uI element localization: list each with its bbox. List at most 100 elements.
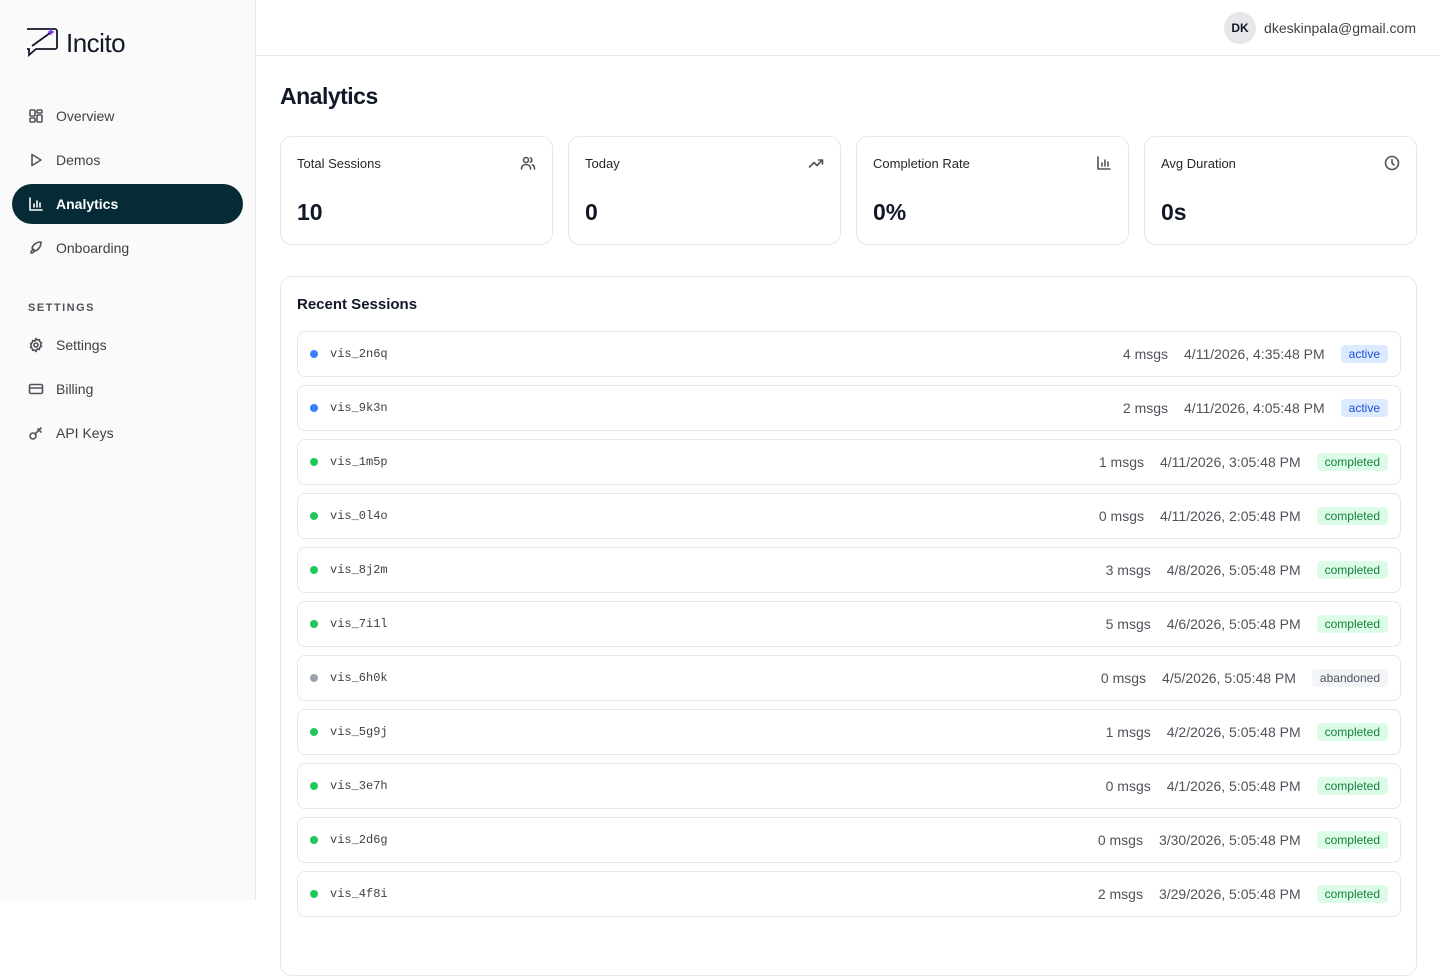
stat-card-avg-duration: Avg Duration 0s (1144, 136, 1417, 245)
status-badge: abandoned (1311, 669, 1388, 687)
session-row[interactable]: vis_5g9j 1 msgs 4/2/2026, 5:05:48 PM comple… (297, 709, 1401, 755)
visitor-id: vis_9k3n (330, 401, 388, 415)
message-count: 0 msgs (1097, 832, 1143, 848)
sidebar-item-label: API Keys (56, 425, 114, 441)
visitor-id: vis_8j2m (330, 563, 388, 577)
grid-icon (28, 108, 44, 124)
session-date: 4/2/2026, 5:05:48 PM (1166, 724, 1301, 740)
sidebar-item-analytics[interactable]: Analytics (12, 184, 243, 224)
session-row[interactable]: vis_6h0k 0 msgs 4/5/2026, 5:05:48 PM abando… (297, 655, 1401, 701)
session-date: 4/6/2026, 5:05:48 PM (1166, 616, 1301, 632)
session-row[interactable]: vis_4f8i 2 msgs 3/29/2026, 5:05:48 PM compl… (297, 871, 1401, 917)
status-dot (310, 728, 318, 736)
bar-chart-icon (28, 196, 44, 212)
main-nav: Overview Demos Analytics Onboarding (12, 96, 243, 272)
visitor-id: vis_4f8i (330, 887, 388, 901)
sidebar-item-demos[interactable]: Demos (12, 140, 243, 180)
stat-value: 0% (873, 199, 907, 225)
message-count: 1 msgs (1105, 724, 1151, 740)
session-row[interactable]: vis_0l4o 0 msgs 4/11/2026, 2:05:48 PM compl… (297, 493, 1401, 539)
visitor-id: vis_5g9j (330, 725, 388, 739)
message-count: 3 msgs (1105, 562, 1151, 578)
stat-value: 0s (1161, 199, 1187, 225)
top-bar: DK dkeskinpala@gmail.com (256, 0, 1440, 56)
session-date: 4/11/2026, 2:05:48 PM (1160, 508, 1301, 524)
sessions-list: vis_2n6q 4 msgs 4/11/2026, 4:35:48 PM activ… (297, 331, 1401, 925)
visitor-id: vis_2d6g (330, 833, 388, 847)
stat-card-completion-rate: Completion Rate 0% (856, 136, 1129, 245)
status-dot (310, 566, 318, 574)
visitor-id: vis_1m5p (330, 455, 388, 469)
message-count: 2 msgs (1097, 886, 1143, 902)
status-badge: completed (1316, 615, 1388, 633)
status-badge: completed (1316, 723, 1388, 741)
visitor-id: vis_2n6q (330, 347, 388, 361)
status-dot (310, 404, 318, 412)
status-badge: completed (1316, 885, 1388, 903)
settings-nav: Settings Billing API Keys (12, 325, 243, 457)
status-badge: completed (1316, 507, 1388, 525)
session-row[interactable]: vis_3e7h 0 msgs 4/1/2026, 5:05:48 PM comple… (297, 763, 1401, 809)
user-email[interactable]: dkeskinpala@gmail.com (1264, 19, 1416, 36)
session-row[interactable]: vis_1m5p 1 msgs 4/11/2026, 3:05:48 PM compl… (297, 439, 1401, 485)
session-date: 4/11/2026, 4:05:48 PM (1184, 400, 1325, 416)
sidebar-item-billing[interactable]: Billing (12, 369, 243, 409)
status-dot (310, 782, 318, 790)
bar-chart-icon (1096, 155, 1112, 171)
session-date: 4/8/2026, 5:05:48 PM (1166, 562, 1301, 578)
key-icon (28, 425, 44, 441)
users-icon (520, 155, 536, 171)
session-date: 4/11/2026, 3:05:48 PM (1160, 454, 1301, 470)
sidebar-item-label: Analytics (56, 196, 119, 212)
message-count: 0 msgs (1105, 778, 1151, 794)
sidebar-item-label: Demos (56, 152, 101, 168)
status-badge: active (1340, 399, 1388, 417)
sidebar-item-label: Onboarding (56, 240, 130, 256)
sidebar-item-overview[interactable]: Overview (12, 96, 243, 136)
stat-label: Today (585, 156, 620, 171)
message-count: 0 msgs (1098, 508, 1144, 524)
sidebar-item-api-keys[interactable]: API Keys (12, 413, 243, 453)
settings-section-label: SETTINGS (28, 302, 96, 314)
recent-sessions-title: Recent Sessions (297, 296, 418, 313)
status-badge: completed (1316, 777, 1388, 795)
status-dot (310, 620, 318, 628)
status-dot (310, 890, 318, 898)
session-row[interactable]: vis_7i1l 5 msgs 4/6/2026, 5:05:48 PM comple… (297, 601, 1401, 647)
visitor-id: vis_0l4o (330, 509, 388, 523)
status-badge: completed (1316, 561, 1388, 579)
avatar[interactable]: DK (1224, 11, 1257, 44)
message-count: 0 msgs (1100, 670, 1147, 686)
clock-icon (1384, 155, 1400, 171)
status-dot (310, 512, 318, 520)
status-badge: completed (1316, 453, 1388, 471)
logo[interactable]: Incito (24, 26, 126, 60)
sidebar-item-label: Settings (56, 337, 107, 353)
stat-label: Total Sessions (297, 156, 381, 171)
gear-icon (28, 337, 44, 353)
sidebar-item-label: Overview (56, 108, 115, 124)
brand-name: Incito (66, 27, 126, 58)
session-date: 4/5/2026, 5:05:48 PM (1162, 670, 1296, 686)
session-row[interactable]: vis_2n6q 4 msgs 4/11/2026, 4:35:48 PM activ… (297, 331, 1401, 377)
session-row[interactable]: vis_9k3n 2 msgs 4/11/2026, 4:05:48 PM activ… (297, 385, 1401, 431)
rocket-icon (28, 240, 44, 256)
session-row[interactable]: vis_2d6g 0 msgs 3/30/2026, 5:05:48 PM compl… (297, 817, 1401, 863)
status-badge: completed (1316, 831, 1388, 849)
logo-icon (27, 28, 58, 57)
session-row[interactable]: vis_8j2m 3 msgs 4/8/2026, 5:05:48 PM comple… (297, 547, 1401, 593)
page-title: Analytics (280, 83, 378, 109)
sidebar-item-settings[interactable]: Settings (12, 325, 243, 365)
visitor-id: vis_6h0k (330, 671, 388, 685)
credit-card-icon (28, 381, 44, 397)
session-date: 4/11/2026, 4:35:48 PM (1184, 346, 1325, 362)
message-count: 5 msgs (1105, 616, 1151, 632)
stat-value: 0 (585, 199, 598, 225)
trending-up-icon (808, 155, 824, 171)
status-dot (310, 674, 318, 682)
stat-card-today: Today 0 (568, 136, 841, 245)
sidebar-item-onboarding[interactable]: Onboarding (12, 228, 243, 268)
sidebar: Incito Overview Demos Analytics Onboarding … (0, 0, 256, 900)
message-count: 1 msgs (1098, 454, 1144, 470)
status-dot (310, 836, 318, 844)
